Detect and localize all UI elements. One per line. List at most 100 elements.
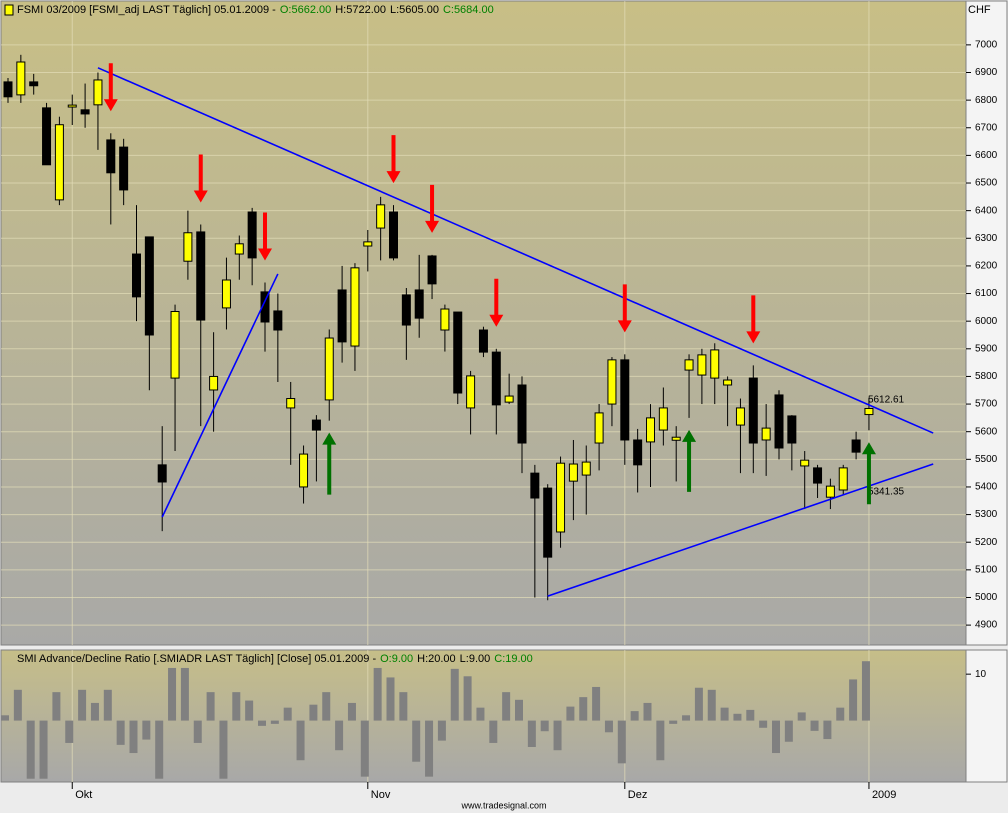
candle-body bbox=[864, 407, 874, 416]
bar bbox=[849, 679, 858, 721]
candle-body bbox=[299, 453, 309, 488]
down-arrow bbox=[193, 154, 208, 203]
up-arrow bbox=[861, 442, 876, 505]
candle-body bbox=[3, 81, 13, 98]
candle-body bbox=[530, 472, 540, 499]
candle-body bbox=[144, 236, 154, 336]
candle-body bbox=[620, 359, 630, 441]
candle-body bbox=[427, 255, 437, 285]
candle-body bbox=[440, 308, 450, 331]
bar bbox=[386, 677, 395, 721]
candle-body bbox=[324, 337, 334, 401]
bar bbox=[489, 720, 498, 743]
bar bbox=[630, 711, 639, 721]
bar bbox=[592, 686, 601, 721]
legend-item: H:20.00 bbox=[417, 653, 456, 665]
candle-body bbox=[119, 146, 129, 191]
right-axis-2 bbox=[965, 649, 1008, 783]
main-panel bbox=[0, 0, 967, 646]
candle-body bbox=[337, 289, 347, 343]
trend-label: 5612.61 bbox=[868, 395, 905, 406]
candle-body bbox=[658, 407, 668, 431]
down-arrow bbox=[489, 278, 504, 327]
bar bbox=[258, 720, 266, 726]
bar bbox=[682, 715, 691, 721]
candle-body bbox=[581, 461, 591, 476]
candle-body bbox=[517, 384, 527, 444]
bar bbox=[322, 692, 331, 721]
title: FSMI 03/2009 [FSMI_adj LAST Täglich] 05.… bbox=[17, 4, 276, 16]
bar bbox=[116, 720, 125, 745]
candle-body bbox=[16, 61, 26, 96]
down-arrow bbox=[103, 63, 118, 112]
bar bbox=[656, 720, 665, 761]
candle-body bbox=[196, 231, 206, 321]
down-arrow bbox=[258, 212, 272, 261]
candle-body bbox=[710, 349, 720, 379]
bar bbox=[836, 707, 845, 721]
y-tick-label: 5900 bbox=[975, 343, 998, 354]
bar bbox=[746, 709, 755, 721]
bar bbox=[103, 689, 112, 721]
bar bbox=[78, 689, 87, 721]
bar bbox=[476, 707, 485, 721]
trend-line bbox=[97, 67, 934, 434]
bar bbox=[335, 720, 344, 751]
candle-body bbox=[543, 487, 553, 558]
bar bbox=[425, 720, 434, 777]
y-tick-label: 5200 bbox=[975, 537, 998, 548]
candle-body bbox=[93, 79, 103, 106]
bar bbox=[270, 720, 279, 724]
candle-body bbox=[478, 329, 488, 353]
bar bbox=[579, 697, 588, 721]
bar bbox=[296, 720, 305, 761]
bar bbox=[1, 715, 9, 721]
bar bbox=[823, 720, 832, 740]
y-tick-label: 6600 bbox=[975, 150, 998, 161]
candle-body bbox=[157, 464, 167, 483]
legend-item: O:5662.00 bbox=[280, 4, 331, 16]
y-tick-label: 5800 bbox=[975, 371, 998, 382]
down-arrow bbox=[425, 184, 440, 233]
y-tick-label: 5000 bbox=[975, 592, 998, 603]
candle-body bbox=[838, 467, 848, 491]
bar bbox=[360, 720, 369, 777]
title-2: SMI Advance/Decline Ratio [.SMIADR LAST … bbox=[17, 653, 376, 665]
y-tick-label: 4900 bbox=[975, 620, 998, 631]
candle-body bbox=[761, 427, 771, 441]
bar bbox=[347, 702, 356, 721]
down-arrow bbox=[386, 135, 401, 184]
candle-body bbox=[376, 204, 386, 229]
candle-body bbox=[29, 81, 39, 87]
candle-body bbox=[504, 395, 514, 403]
bar bbox=[720, 707, 729, 721]
candle-body bbox=[491, 351, 501, 406]
bar bbox=[502, 692, 511, 721]
candle-body bbox=[466, 375, 476, 409]
y-tick-label: 5500 bbox=[975, 454, 998, 465]
bar bbox=[643, 702, 652, 721]
bar bbox=[168, 667, 177, 721]
x-tick-label: Dez bbox=[628, 789, 648, 801]
bar bbox=[784, 720, 793, 742]
candle-body bbox=[260, 291, 270, 323]
legend-item: L:5605.00 bbox=[390, 4, 439, 16]
x-tick-label: 2009 bbox=[872, 789, 896, 801]
bar bbox=[26, 720, 35, 779]
y-tick-label: 6700 bbox=[975, 122, 998, 133]
bar bbox=[373, 667, 382, 721]
trend-label: 5341.35 bbox=[868, 487, 905, 498]
bar bbox=[797, 712, 806, 721]
legend-item: O:9.00 bbox=[380, 653, 413, 665]
bar bbox=[515, 699, 523, 721]
y-tick-label: 6400 bbox=[975, 205, 998, 216]
bar bbox=[155, 720, 164, 779]
bar bbox=[90, 702, 99, 721]
legend-item: C:5684.00 bbox=[443, 4, 494, 16]
bar bbox=[733, 713, 742, 721]
candle-body bbox=[414, 289, 424, 319]
bar bbox=[810, 720, 819, 731]
candle-body bbox=[556, 462, 566, 533]
y-tick-label: 10 bbox=[975, 669, 987, 680]
